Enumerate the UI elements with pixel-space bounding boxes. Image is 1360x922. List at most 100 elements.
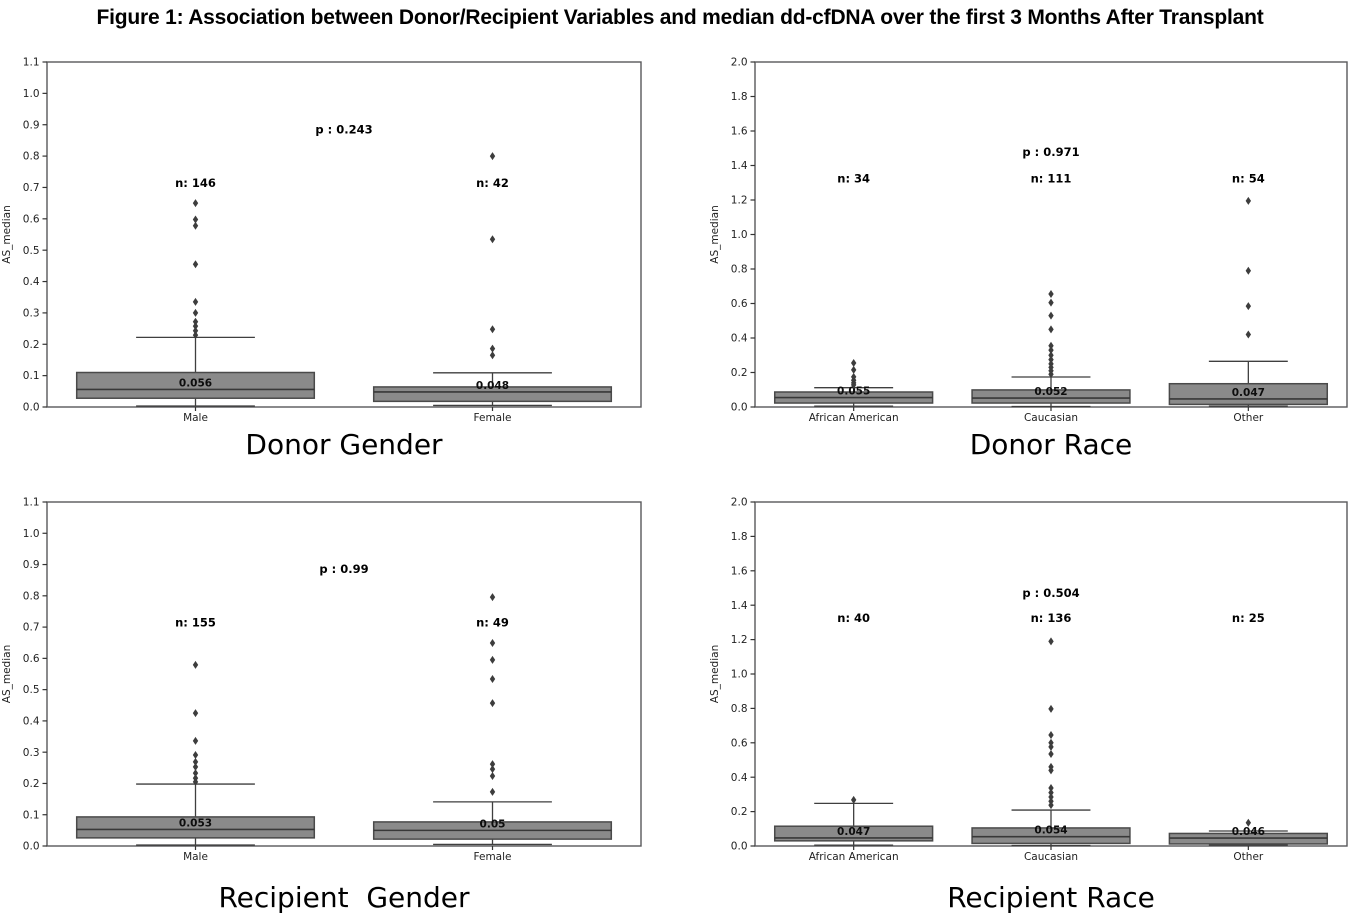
outlier-point bbox=[489, 655, 496, 664]
y-tick-label: 0.4 bbox=[23, 276, 40, 288]
y-axis-label: AS_median bbox=[709, 205, 721, 263]
y-axis-label: AS_median bbox=[1, 205, 13, 263]
outlier-point bbox=[1048, 325, 1054, 334]
y-tick-label: 0.8 bbox=[23, 151, 40, 163]
box bbox=[75, 371, 316, 399]
x-tick-label: Caucasian bbox=[1024, 412, 1078, 424]
y-tick-label: 1.6 bbox=[731, 126, 748, 138]
y-tick-label: 0.6 bbox=[731, 298, 748, 310]
y-tick-label: 0.0 bbox=[23, 402, 40, 414]
outlier-point bbox=[192, 709, 199, 718]
x-axis-title: Recipient Gender bbox=[218, 881, 470, 914]
outlier-point bbox=[850, 359, 857, 368]
outlier-point bbox=[489, 675, 496, 684]
y-tick-label: 1.0 bbox=[23, 528, 40, 540]
median-value-label: 0.056 bbox=[179, 377, 212, 389]
group-count-label: n: 155 bbox=[175, 615, 216, 629]
y-tick-label: 0.0 bbox=[731, 841, 748, 853]
outlier-point bbox=[1048, 351, 1054, 360]
y-tick-label: 1.4 bbox=[731, 160, 748, 172]
x-tick-label: Female bbox=[474, 412, 512, 424]
x-tick-label: Male bbox=[183, 851, 208, 863]
box bbox=[372, 386, 613, 403]
y-tick-label: 0.4 bbox=[731, 772, 748, 784]
y-tick-label: 0.8 bbox=[731, 264, 748, 276]
y-tick-label: 0.6 bbox=[23, 653, 40, 665]
y-tick-label: 0.8 bbox=[23, 590, 40, 602]
group-count-label: n: 136 bbox=[1031, 611, 1072, 625]
outlier-point bbox=[1245, 330, 1252, 339]
outlier-point bbox=[489, 699, 496, 708]
outlier-point bbox=[1048, 311, 1054, 320]
y-tick-label: 0.5 bbox=[23, 245, 40, 257]
y-tick-label: 0.5 bbox=[23, 684, 40, 696]
x-tick-label: African American bbox=[809, 412, 899, 424]
outlier-point bbox=[1048, 742, 1054, 751]
box bbox=[971, 827, 1131, 845]
box bbox=[971, 389, 1131, 404]
y-tick-label: 1.1 bbox=[23, 497, 40, 509]
y-tick-label: 0.4 bbox=[731, 333, 748, 345]
group-count-label: n: 42 bbox=[476, 176, 509, 190]
outlier-point bbox=[489, 760, 496, 769]
y-tick-label: 0.1 bbox=[23, 370, 40, 382]
outlier-point bbox=[1048, 704, 1054, 713]
p-value-label: p : 0.99 bbox=[319, 562, 368, 576]
outlier-point bbox=[489, 351, 496, 360]
y-tick-label: 0.3 bbox=[23, 747, 40, 759]
outlier-point bbox=[192, 777, 199, 786]
group-count-label: n: 34 bbox=[837, 171, 870, 185]
x-tick-label: Caucasian bbox=[1024, 851, 1078, 863]
y-tick-label: 0.4 bbox=[23, 716, 40, 728]
y-tick-label: 1.8 bbox=[731, 531, 748, 543]
outlier-point bbox=[489, 765, 496, 774]
y-axis-label: AS_median bbox=[1, 645, 13, 703]
y-tick-label: 0.9 bbox=[23, 559, 40, 571]
p-value-label: p : 0.971 bbox=[1022, 145, 1079, 159]
outlier-point bbox=[1048, 637, 1054, 646]
group-count-label: n: 49 bbox=[476, 615, 509, 629]
y-tick-label: 0.9 bbox=[23, 119, 40, 131]
y-tick-label: 0.6 bbox=[731, 737, 748, 749]
outlier-point bbox=[192, 308, 199, 317]
y-axis-label: AS_median bbox=[709, 645, 721, 703]
median-value-label: 0.048 bbox=[476, 380, 509, 392]
boxplot-svg: 0.0 0.1 0.2 0.3 0.4 0.5 0.6 0.7 0.8 0.9 1.0 1.1 AS_m… bbox=[1, 497, 642, 914]
outlier-point bbox=[192, 260, 199, 269]
y-tick-label: 0.0 bbox=[731, 402, 748, 414]
outlier-point bbox=[1048, 370, 1054, 379]
p-value-label: p : 0.504 bbox=[1022, 586, 1079, 600]
outlier-point bbox=[1245, 266, 1252, 275]
x-tick-label: Female bbox=[474, 851, 512, 863]
outlier-point bbox=[489, 152, 496, 161]
outlier-point bbox=[192, 317, 199, 326]
y-tick-label: 0.8 bbox=[731, 703, 748, 715]
outlier-point bbox=[1048, 792, 1054, 801]
outlier-point bbox=[1048, 749, 1054, 758]
y-tick-label: 1.0 bbox=[23, 88, 40, 100]
outlier-point bbox=[192, 297, 199, 306]
x-axis-title: Recipient Race bbox=[947, 881, 1155, 914]
outlier-point bbox=[192, 736, 199, 745]
y-tick-label: 0.1 bbox=[23, 809, 40, 821]
outlier-point bbox=[489, 325, 496, 334]
y-tick-label: 1.4 bbox=[731, 600, 748, 612]
y-tick-label: 1.1 bbox=[23, 57, 40, 69]
y-tick-label: 0.2 bbox=[731, 806, 748, 818]
y-tick-label: 1.6 bbox=[731, 565, 748, 577]
outlier-point bbox=[1048, 784, 1054, 793]
x-tick-label: Male bbox=[183, 412, 208, 424]
y-tick-label: 0.2 bbox=[731, 367, 748, 379]
outlier-point bbox=[489, 235, 496, 244]
x-axis-title: Donor Race bbox=[970, 428, 1133, 461]
median-value-label: 0.047 bbox=[837, 826, 870, 838]
outlier-point bbox=[192, 326, 199, 335]
boxplot-donor-gender: 0.0 0.1 0.2 0.3 0.4 0.5 0.6 0.7 0.8 0.9 1.0 1.1 AS_m… bbox=[0, 45, 662, 488]
y-tick-label: 0.7 bbox=[23, 182, 40, 194]
y-tick-label: 2.0 bbox=[731, 497, 748, 509]
y-tick-label: 1.2 bbox=[731, 634, 748, 646]
outlier-point bbox=[1245, 196, 1252, 205]
outlier-point bbox=[192, 322, 199, 331]
box bbox=[75, 816, 316, 839]
outlier-point bbox=[192, 769, 199, 778]
